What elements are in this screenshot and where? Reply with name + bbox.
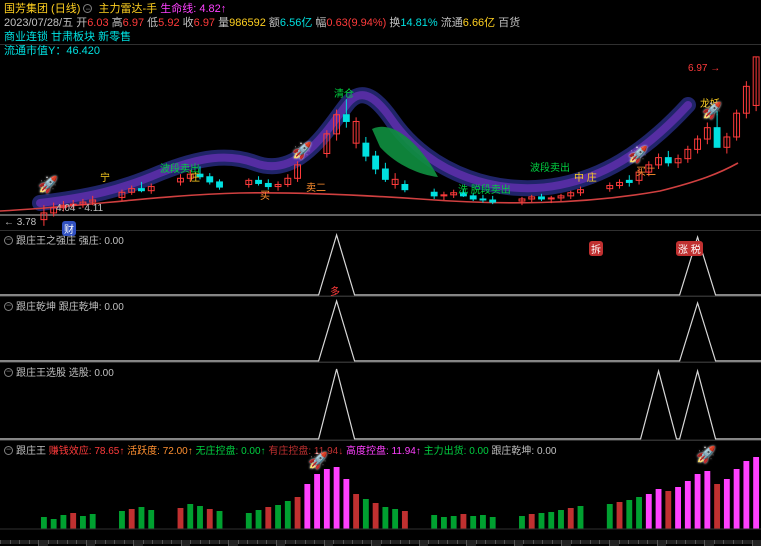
low-value: 5.92 [158,17,179,29]
life-value: 4.82 [199,3,226,15]
date: 2023/07/28/五 [4,17,73,29]
turn-label: 换 [389,17,400,29]
header-line-3: 商业连锁 甘肃板块 新零售 [4,30,757,44]
collapse-icon[interactable] [4,368,13,377]
sub-panel-qiankun[interactable]: 跟庄乾坤 跟庄乾坤: 0.00 [0,296,761,362]
panel-name: 跟庄王选股 [16,368,66,379]
main-candlestick-panel[interactable]: ← 3.784.04 - 4.116.97 →宁波段卖出庄买卖二清仓洗 脱段卖出… [0,44,761,230]
value: 0.00 [104,236,123,247]
stock-name: 国芳集团 (日线) [4,3,80,15]
vol-value: 986592 [229,17,266,29]
value: 0.00 [104,302,123,313]
panel-name: 跟庄乾坤 [16,302,56,313]
event-flag[interactable]: 涨 税 [676,241,703,256]
chg-label: 幅 [315,17,326,29]
metric-label: 活跃度: [127,446,160,457]
metric-label: 主力出货: [424,446,467,457]
value-label: 选股: [69,368,92,379]
value-label: 跟庄乾坤: [59,302,102,313]
metric-value: 11.94↑ [392,446,421,457]
metric-label: 无庄控盘: [196,446,239,457]
sector: 百货 [498,17,520,29]
sub-panel-composite[interactable]: 跟庄王 赚钱效应: 78.65↑ 活跃度: 72.00↑ 无庄控盘: 0.00↑… [0,440,761,538]
panel-name: 跟庄王之强庄 [16,236,76,247]
open-label: 开 [76,17,87,29]
event-flag[interactable]: 拆 [589,241,603,256]
collapse-icon[interactable] [83,4,92,13]
open-value: 6.03 [87,17,108,29]
turn-value: 14.81% [400,17,437,29]
amt-label: 额 [269,17,280,29]
high-value: 6.97 [123,17,144,29]
sub-panel-stock-pick[interactable]: 跟庄王选股 选股: 0.00 [0,362,761,440]
indicator-name: 主力雷达-手 [99,3,158,15]
float-value: 6.66亿 [463,17,495,29]
vol-label: 量 [218,17,229,29]
metric-label: 跟庄王 [16,446,46,457]
metric-label: 有庄控盘: [268,446,311,457]
sub-panel-strong-banker[interactable]: 跟庄王之强庄 强庄: 0.00多 [0,230,761,296]
collapse-icon[interactable] [4,236,13,245]
header-line-2: 2023/07/28/五 开6.03 高6.97 低5.92 收6.97 量98… [4,16,757,30]
current-price-tag: 6.97 → [688,63,720,74]
low-label: 低 [147,17,158,29]
metric-value: 0.00↑ [241,446,265,457]
header-line-1: 国芳集团 (日线) 主力雷达-手 生命线: 4.82 [4,2,757,16]
metric-label: 赚钱效应: [49,446,92,457]
collapse-icon[interactable] [4,302,13,311]
close-label: 收 [183,17,194,29]
metric-label: 高度控盘: [346,446,389,457]
metric-value: 78.65↑ [94,446,124,457]
metric-value: 72.00↑ [163,446,193,457]
high-label: 高 [112,17,123,29]
time-axis [0,540,761,546]
metric-value: 0.00 [537,446,556,457]
collapse-icon[interactable] [4,446,13,455]
metric-value: 11.94↓ [314,446,343,457]
amt-value: 6.56亿 [280,17,312,29]
value-label: 强庄: [79,236,102,247]
life-label: 生命线: [160,3,196,15]
metric-value: 0.00 [469,446,488,457]
close-value: 6.97 [194,17,215,29]
metric-label: 跟庄乾坤: [491,446,534,457]
chg-value: 0.63(9.94%) [326,17,386,29]
float-label: 流通 [441,17,463,29]
value: 0.00 [94,368,113,379]
